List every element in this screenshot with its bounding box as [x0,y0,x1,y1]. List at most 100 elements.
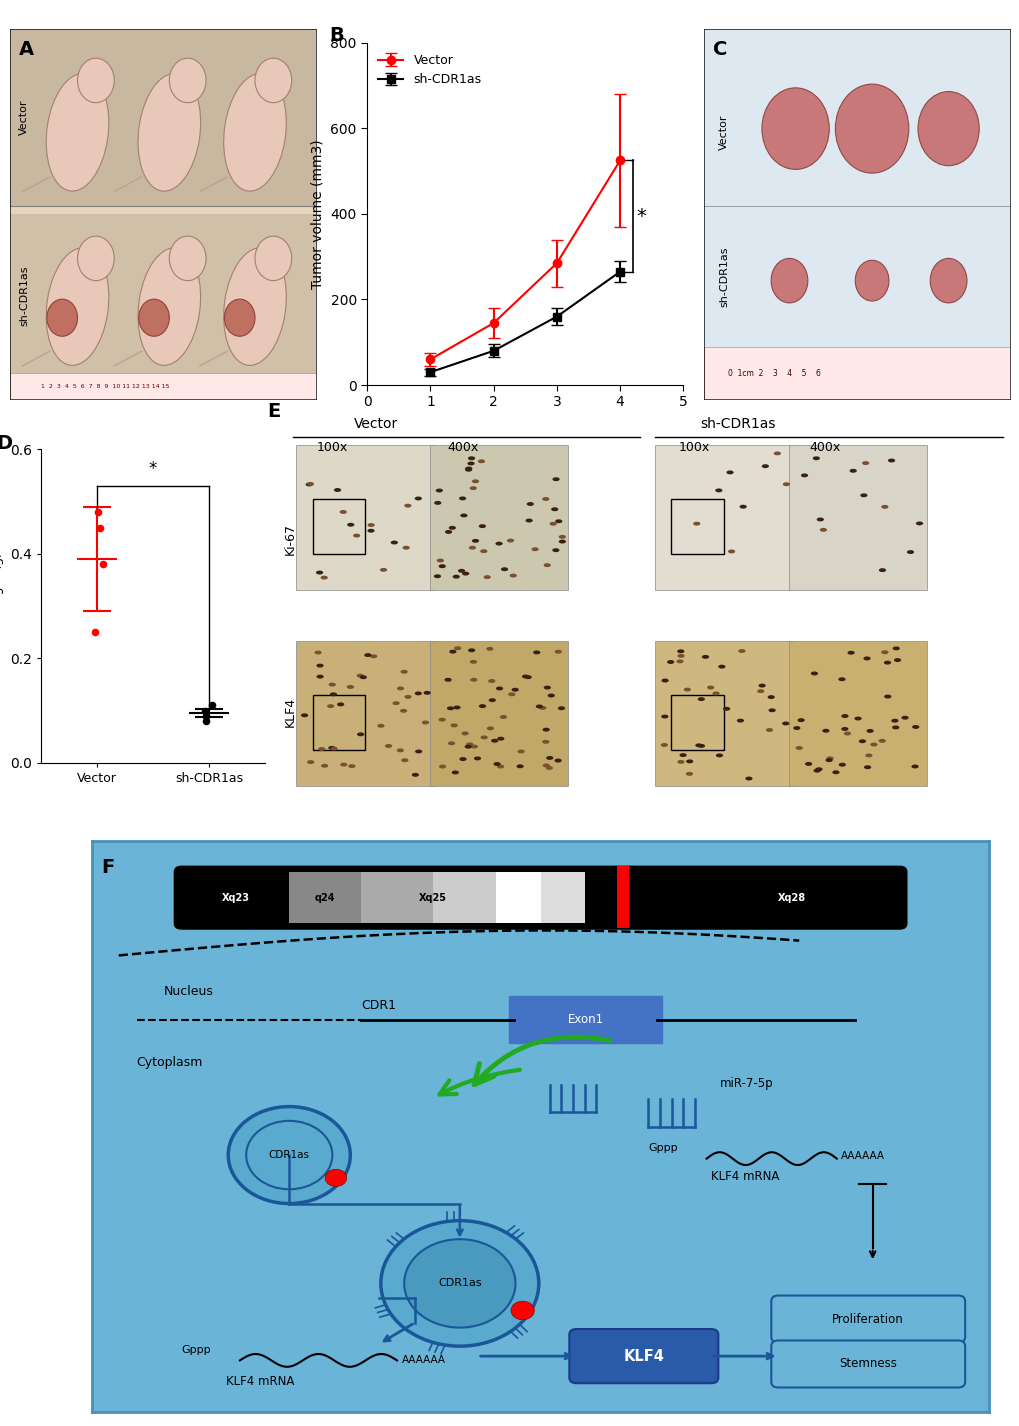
Circle shape [480,549,487,553]
Circle shape [314,650,321,655]
Circle shape [821,729,828,733]
Circle shape [469,546,476,549]
Circle shape [706,686,713,690]
Circle shape [526,502,533,506]
Text: KLF4 mRNA: KLF4 mRNA [226,1375,294,1387]
Text: 100x: 100x [317,441,347,453]
Circle shape [686,760,693,763]
Circle shape [814,767,821,771]
Circle shape [901,716,908,720]
Circle shape [404,503,411,508]
Circle shape [316,663,323,667]
Text: KLF4 mRNA: KLF4 mRNA [710,1169,779,1184]
Text: C: C [712,40,727,58]
Circle shape [880,505,888,509]
Circle shape [554,519,561,523]
Text: AAAAAA: AAAAAA [401,1355,445,1366]
Circle shape [169,237,206,281]
Circle shape [810,672,817,676]
FancyBboxPatch shape [770,1340,964,1387]
Circle shape [490,739,498,743]
Text: sh-CDR1as: sh-CDR1as [19,265,30,325]
Circle shape [459,496,466,501]
Circle shape [738,649,745,653]
Circle shape [797,719,804,722]
Circle shape [736,719,743,723]
FancyBboxPatch shape [569,1329,717,1383]
Circle shape [384,744,391,747]
Circle shape [403,546,410,549]
Text: 400x: 400x [447,441,478,453]
Text: F: F [101,858,114,877]
Circle shape [813,769,820,773]
Point [95,553,111,576]
Circle shape [224,299,255,337]
Text: q24: q24 [315,893,335,904]
Circle shape [679,753,686,757]
Circle shape [478,525,485,528]
FancyBboxPatch shape [788,445,925,590]
Text: Stemness: Stemness [839,1358,897,1370]
FancyBboxPatch shape [540,871,585,924]
Circle shape [480,736,487,740]
Circle shape [435,489,442,492]
Circle shape [470,744,478,749]
Circle shape [422,720,429,724]
Circle shape [761,465,768,468]
Circle shape [838,677,845,682]
FancyBboxPatch shape [10,374,316,399]
Circle shape [507,693,515,696]
Circle shape [460,513,467,518]
Circle shape [447,742,454,746]
Circle shape [434,501,441,505]
Point [198,710,214,733]
Circle shape [812,456,819,461]
Circle shape [525,519,532,522]
Circle shape [869,743,876,747]
Circle shape [863,766,870,769]
Text: sh-CDR1as: sh-CDR1as [718,247,729,307]
FancyArrowPatch shape [474,1037,609,1085]
Circle shape [761,88,828,170]
X-axis label: Time (weeks): Time (weeks) [478,415,572,429]
Text: 100x: 100x [679,441,709,453]
Circle shape [438,565,445,568]
Point [204,694,220,717]
Circle shape [677,655,684,657]
FancyBboxPatch shape [430,445,568,590]
Circle shape [465,468,472,472]
Circle shape [400,670,408,673]
FancyBboxPatch shape [432,871,495,924]
Circle shape [554,650,561,653]
Circle shape [726,471,733,475]
Text: Xq23: Xq23 [221,893,250,904]
Circle shape [697,697,704,702]
Text: Cytoplasm: Cytoplasm [137,1055,203,1070]
Circle shape [838,763,845,767]
Ellipse shape [223,248,286,365]
Point [198,704,214,727]
Circle shape [77,237,114,281]
Circle shape [493,761,500,766]
Circle shape [522,674,529,679]
Circle shape [392,702,399,704]
Circle shape [516,764,523,769]
Circle shape [782,482,790,486]
Circle shape [864,753,871,757]
Text: CDR1as: CDR1as [437,1278,481,1289]
Circle shape [917,91,978,165]
Circle shape [496,737,504,740]
Circle shape [841,727,848,732]
Circle shape [841,714,848,719]
Circle shape [325,1169,346,1186]
FancyBboxPatch shape [654,642,792,786]
FancyArrowPatch shape [439,1070,520,1095]
Circle shape [301,713,308,717]
Circle shape [547,693,554,697]
Circle shape [693,522,700,526]
Circle shape [915,522,922,525]
Circle shape [452,575,460,579]
Circle shape [745,777,752,780]
Circle shape [169,58,206,103]
Circle shape [47,299,77,337]
